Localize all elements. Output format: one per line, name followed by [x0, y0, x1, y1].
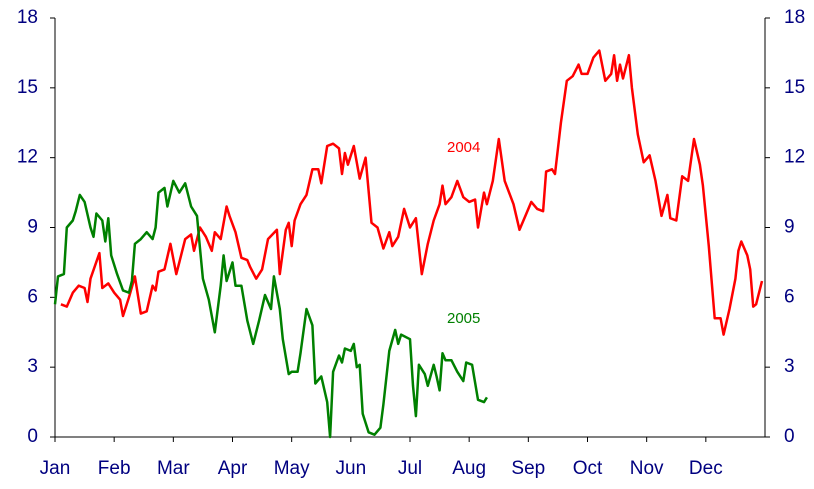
- x-tick-label: Jan: [40, 458, 71, 479]
- x-tick-label: Feb: [98, 458, 131, 479]
- x-tick-label: Jun: [336, 458, 367, 479]
- y2-tick-label: 18: [784, 7, 805, 28]
- y-tick-label: 0: [27, 426, 38, 447]
- y-tick-label: 15: [17, 77, 38, 98]
- x-tick-label: Sep: [511, 458, 545, 479]
- series-line: [60, 49, 764, 336]
- y2-tick-label: 15: [784, 77, 805, 98]
- x-tick-label: Mar: [157, 458, 190, 479]
- series-label: 2004: [447, 139, 480, 156]
- y2-tick-label: 12: [784, 147, 805, 168]
- x-tick-label: Aug: [452, 458, 486, 479]
- y-tick-label: 3: [27, 356, 38, 377]
- x-tick-label: Nov: [630, 458, 664, 479]
- y-tick-label: 6: [27, 286, 38, 307]
- y-tick-label: 12: [17, 147, 38, 168]
- y2-tick-label: 3: [784, 356, 795, 377]
- x-tick-label: May: [274, 458, 310, 479]
- y2-tick-label: 9: [784, 217, 795, 238]
- x-tick-label: Apr: [218, 458, 248, 479]
- y-tick-label: 18: [17, 7, 38, 28]
- series-label: 2005: [447, 310, 480, 327]
- y-tick-label: 9: [27, 217, 38, 238]
- series-line: [53, 179, 488, 439]
- x-tick-label: Jul: [398, 458, 422, 479]
- y2-tick-label: 6: [784, 286, 795, 307]
- y2-tick-label: 0: [784, 426, 795, 447]
- x-tick-label: Oct: [573, 458, 603, 479]
- x-tick-label: Dec: [689, 458, 723, 479]
